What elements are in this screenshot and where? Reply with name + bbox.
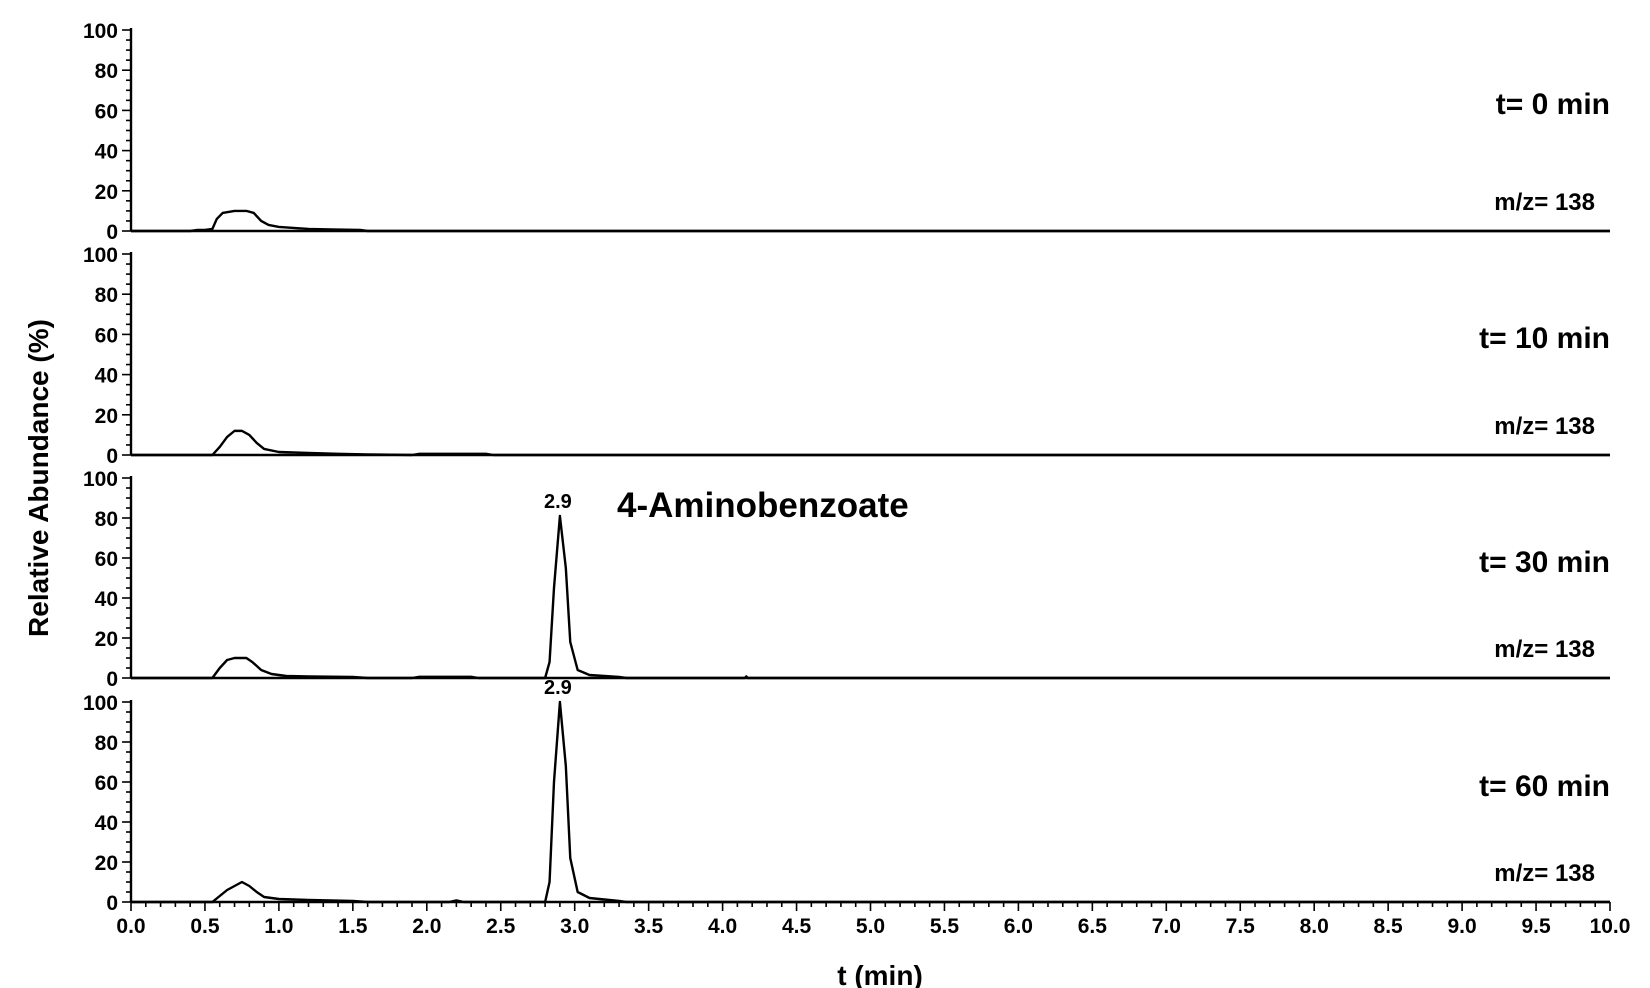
x-tick-label: 6.0 — [1004, 915, 1033, 938]
panel-time-label: t= 60 min — [1479, 770, 1610, 803]
x-tick-label: 6.5 — [1078, 915, 1108, 938]
y-axis-title: Relative Abundance (%) — [23, 319, 54, 637]
x-tick-label: 7.5 — [1226, 915, 1256, 938]
x-tick-label: 0.5 — [190, 915, 220, 938]
x-tick-label: 1.0 — [264, 915, 293, 938]
panel-time-label: t= 10 min — [1479, 322, 1610, 355]
x-tick-label: 8.0 — [1300, 915, 1329, 938]
y-tick-label: 0 — [106, 668, 118, 691]
panel-time-label: t= 30 min — [1479, 546, 1610, 579]
peak-retention-label: 2.9 — [544, 677, 572, 699]
panel-3: 0 20 40 60 80 100 t= 30 min m/z= 138 2.9 — [83, 468, 1610, 691]
y-tick-label: 20 — [95, 181, 118, 204]
y-tick-label: 80 — [95, 60, 118, 83]
y-tick-label: 60 — [95, 324, 118, 347]
x-tick-label: 8.5 — [1374, 915, 1404, 938]
y-tick-label: 60 — [95, 772, 118, 795]
y-tick-label: 40 — [95, 141, 118, 164]
panel-mz-label: m/z= 138 — [1494, 189, 1595, 216]
panel-mz-label: m/z= 138 — [1494, 860, 1595, 887]
x-tick-label: 5.5 — [930, 915, 960, 938]
y-tick-label: 40 — [95, 365, 118, 388]
peak-retention-label: 2.9 — [544, 491, 572, 513]
y-tick-label: 0 — [106, 445, 118, 468]
y-tick-label: 40 — [95, 812, 118, 835]
chromatogram-trace — [131, 209, 1610, 233]
x-tick-label: 2.5 — [486, 915, 516, 938]
panel-1: 0 20 40 60 80 100 t= 0 min m/z= 138 — [83, 20, 1610, 244]
y-tick-label: 100 — [83, 244, 118, 267]
x-tick-label: 5.0 — [856, 915, 885, 938]
panel-2: 0 20 40 60 80 100 t= 10 min m/z= 138 — [83, 244, 1610, 468]
y-tick-label: 20 — [95, 628, 118, 651]
x-axis-title: t (min) — [837, 960, 923, 988]
chromatogram-trace — [131, 700, 1610, 904]
compound-annotation: 4-Aminobenzoate — [617, 486, 909, 525]
y-tick-label: 80 — [95, 508, 118, 531]
panel-time-label: t= 0 min — [1496, 88, 1610, 121]
x-tick-label: 3.5 — [634, 915, 664, 938]
y-tick-label: 80 — [95, 732, 118, 755]
y-tick-label: 20 — [95, 852, 118, 875]
y-tick-label: 60 — [95, 100, 118, 123]
x-tick-label: 2.0 — [412, 915, 441, 938]
y-tick-label: 20 — [95, 405, 118, 428]
x-tick-label: 4.5 — [782, 915, 812, 938]
chromatogram-trace — [131, 429, 1610, 457]
y-tick-label: 100 — [83, 20, 118, 43]
x-tick-label: 4.0 — [708, 915, 737, 938]
x-tick-label: 10.0 — [1590, 915, 1631, 938]
y-tick-label: 80 — [95, 284, 118, 307]
y-tick-label: 40 — [95, 588, 118, 611]
panel-4: 0 20 40 60 80 100 t= 60 min m/z= 138 2.9 — [83, 677, 1610, 915]
y-tick-label: 100 — [83, 468, 118, 491]
y-tick-label: 60 — [95, 548, 118, 571]
x-tick-label: 9.5 — [1521, 915, 1551, 938]
chromatogram-trace — [131, 514, 1610, 680]
y-tick-label: 0 — [106, 892, 118, 915]
y-tick-label: 100 — [83, 692, 118, 715]
x-tick-label: 7.0 — [1152, 915, 1181, 938]
y-tick-label: 0 — [106, 221, 118, 244]
x-tick-label: 0.0 — [116, 915, 145, 938]
x-tick-label: 9.0 — [1447, 915, 1476, 938]
panel-mz-label: m/z= 138 — [1494, 636, 1595, 663]
x-tick-label: 3.0 — [560, 915, 589, 938]
x-tick-label: 1.5 — [338, 915, 368, 938]
panel-mz-label: m/z= 138 — [1494, 413, 1595, 440]
